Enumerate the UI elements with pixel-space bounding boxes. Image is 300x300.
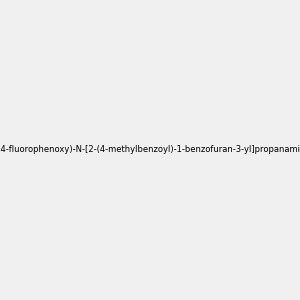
Text: 2-(4-fluorophenoxy)-N-[2-(4-methylbenzoyl)-1-benzofuran-3-yl]propanamide: 2-(4-fluorophenoxy)-N-[2-(4-methylbenzoy… [0, 146, 300, 154]
